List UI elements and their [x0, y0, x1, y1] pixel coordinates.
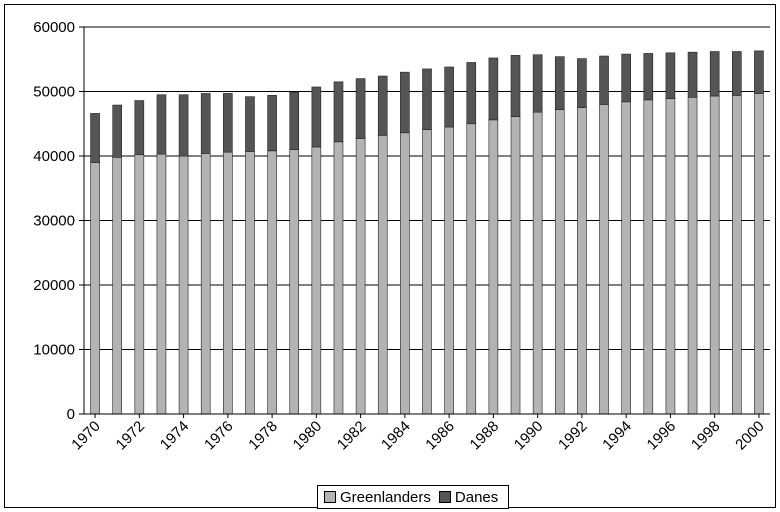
bars — [90, 50, 764, 415]
x-tick-label: 1976 — [201, 418, 237, 454]
bar-greenlanders-1985 — [422, 129, 432, 415]
x-tick-label: 1988 — [467, 418, 503, 454]
bar-greenlanders-1974 — [178, 155, 189, 415]
y-tick-label: 60000 — [33, 19, 75, 36]
bar-greenlanders-1972 — [134, 154, 145, 415]
bar-greenlanders-1987 — [466, 123, 477, 415]
bar-danes-1986 — [444, 66, 454, 128]
x-tick-label: 1986 — [422, 418, 458, 454]
y-tick-label: 20000 — [33, 277, 75, 294]
x-tick-labels: 1970 1972 1974 1976 1978 1980 1982 1984 1986 1988… — [68, 414, 768, 454]
bar-greenlanders-1990 — [532, 111, 543, 415]
bar-danes-1999 — [732, 51, 742, 96]
legend: Greenlanders Danes — [317, 485, 510, 509]
bar-danes-1984 — [400, 71, 410, 134]
bar-danes-1979 — [289, 91, 300, 150]
x-tick-label: 1990 — [511, 418, 547, 454]
legend-swatch-danes — [438, 491, 451, 503]
bar-greenlanders-1986 — [444, 126, 454, 415]
bar-danes-1991 — [554, 56, 565, 110]
bar-greenlanders-1993 — [599, 104, 609, 415]
y-tick-label: 40000 — [33, 148, 75, 165]
bar-greenlanders-1983 — [377, 135, 388, 415]
bar-greenlanders-1999 — [732, 95, 742, 415]
bar-greenlanders-1973 — [156, 153, 167, 415]
bar-danes-1993 — [599, 55, 609, 105]
bar-greenlanders-1971 — [112, 156, 122, 415]
bar-danes-1982 — [355, 78, 366, 139]
bar-danes-1994 — [621, 53, 631, 103]
x-tick-label: 1992 — [555, 418, 591, 454]
bar-danes-1974 — [178, 94, 189, 157]
y-tick-label: 50000 — [33, 84, 75, 101]
bar-greenlanders-1975 — [200, 153, 211, 415]
bar-greenlanders-1981 — [333, 141, 344, 415]
x-tick-label: 1970 — [68, 418, 104, 454]
bar-greenlanders-1989 — [510, 116, 521, 415]
x-tick-label: 1998 — [688, 418, 724, 454]
bar-danes-1997 — [687, 51, 698, 98]
x-tick-label: 1994 — [599, 418, 635, 454]
legend-item-greenlanders: Greenlanders — [324, 489, 431, 506]
bar-greenlanders-1988 — [488, 119, 499, 415]
y-tick-label: 30000 — [33, 213, 75, 230]
bar-danes-1976 — [223, 93, 233, 153]
bar-greenlanders-1994 — [621, 101, 631, 415]
bar-greenlanders-1991 — [554, 109, 565, 415]
legend-swatch-greenlanders — [324, 491, 336, 503]
bar-greenlanders-1977 — [245, 151, 255, 415]
bar-danes-1998 — [709, 51, 720, 97]
bar-greenlanders-1996 — [665, 98, 676, 415]
x-tick-label: 1996 — [644, 418, 680, 454]
x-tick-label: 2000 — [732, 418, 768, 454]
bar-danes-1971 — [112, 104, 122, 158]
x-tick-label: 1984 — [378, 418, 414, 454]
axes — [83, 27, 770, 415]
bar-danes-1975 — [200, 93, 211, 154]
bar-danes-1990 — [532, 54, 543, 113]
x-tick-label: 1972 — [113, 418, 149, 454]
x-tick-label: 1974 — [157, 418, 193, 454]
legend-label-greenlanders: Greenlanders — [340, 488, 431, 506]
bar-danes-1970 — [90, 113, 100, 163]
bar-greenlanders-1984 — [400, 132, 410, 415]
y-tick-label: 10000 — [33, 342, 75, 359]
bar-greenlanders-1998 — [709, 95, 720, 415]
bar-danes-1985 — [422, 68, 432, 130]
bar-greenlanders-1970 — [90, 162, 100, 415]
bar-greenlanders-1982 — [355, 138, 366, 415]
bar-greenlanders-2000 — [754, 93, 764, 415]
bar-danes-1983 — [377, 75, 388, 136]
bar-greenlanders-1976 — [223, 151, 233, 415]
bar-danes-1992 — [577, 58, 587, 108]
bar-danes-2000 — [754, 50, 764, 94]
bar-greenlanders-1980 — [311, 146, 322, 415]
bar-greenlanders-1992 — [577, 107, 587, 415]
bar-greenlanders-1995 — [643, 99, 654, 415]
bar-danes-1977 — [245, 96, 255, 152]
y-tick-label: 0 — [67, 406, 75, 423]
bar-danes-1981 — [333, 81, 344, 143]
bar-danes-1980 — [311, 86, 322, 148]
x-tick-label: 1978 — [245, 418, 281, 454]
bar-danes-1978 — [267, 95, 277, 152]
legend-label-danes: Danes — [454, 488, 499, 506]
bar-danes-1988 — [488, 57, 499, 121]
bar-danes-1987 — [466, 62, 477, 125]
bar-greenlanders-1997 — [687, 97, 698, 415]
bar-danes-1972 — [134, 100, 145, 156]
bar-greenlanders-1979 — [289, 149, 300, 415]
bar-greenlanders-1978 — [267, 150, 277, 415]
x-tick-label: 1982 — [334, 418, 370, 454]
y-tick-labels: 0 10000 20000 30000 40000 50000 60000 — [33, 19, 75, 423]
bar-danes-1989 — [510, 55, 521, 117]
legend-item-danes: Danes — [438, 488, 499, 506]
bar-danes-1973 — [156, 94, 167, 155]
x-tick-label: 1980 — [290, 418, 326, 454]
bar-danes-1995 — [643, 53, 654, 101]
bar-danes-1996 — [665, 52, 676, 99]
